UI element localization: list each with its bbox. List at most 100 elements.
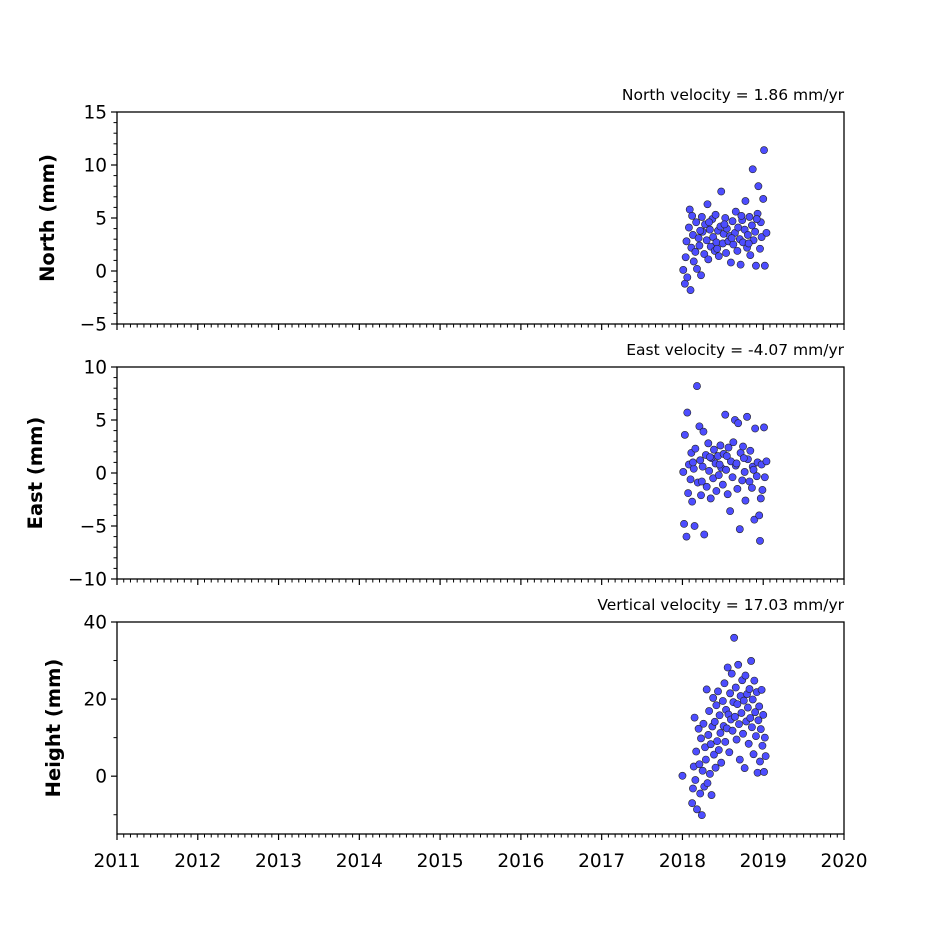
data-point: [743, 703, 752, 712]
data-point: [739, 454, 748, 463]
data-point: [741, 671, 750, 680]
data-point: [715, 711, 724, 720]
data-point: [722, 465, 730, 474]
data-point: [709, 694, 718, 702]
data-point: [707, 791, 716, 799]
data-point: [727, 234, 736, 243]
data-point: [716, 441, 725, 450]
data-point: [688, 799, 697, 808]
y-tick-label: 20: [83, 690, 107, 711]
data-point: [728, 726, 737, 735]
data-point: [689, 458, 697, 467]
data-point: [762, 457, 771, 466]
data-point: [757, 685, 766, 694]
data-point: [731, 207, 740, 216]
data-point: [706, 225, 714, 234]
data-point: [755, 511, 764, 520]
data-point: [717, 187, 726, 196]
data-point: [736, 260, 745, 269]
data-point: [686, 286, 695, 294]
data-point: [680, 519, 688, 528]
data-point: [756, 494, 765, 503]
data-point: [729, 240, 738, 249]
panel-north: North velocity = 1.86 mm/yr North (mm) −5 0…: [36, 86, 845, 336]
data-point: [718, 697, 727, 705]
data-point: [704, 731, 713, 739]
data-point: [684, 489, 692, 498]
y-tick-label: −10: [68, 570, 107, 591]
data-point: [691, 444, 700, 453]
x-tick-label: 2016: [497, 851, 544, 872]
data-point: [706, 494, 715, 503]
data-point: [760, 146, 768, 155]
data-point: [740, 468, 749, 476]
data-point: [688, 211, 697, 220]
data-point: [714, 746, 723, 754]
y-tick-label: 0: [95, 464, 107, 485]
data-point: [680, 430, 689, 439]
data-point: [704, 255, 713, 264]
data-point: [733, 246, 742, 255]
data-point: [735, 525, 744, 534]
data-point: [711, 210, 720, 219]
panel-east: East velocity = -4.07 mm/yr East (mm) −10 −…: [24, 341, 845, 591]
data-point: [705, 707, 714, 715]
x-tick-label: 2011: [93, 851, 140, 872]
data-point: [748, 221, 756, 230]
data-points: [678, 633, 770, 820]
x-tick-label: 2019: [740, 851, 787, 872]
data-point: [752, 215, 761, 223]
data-point: [739, 442, 747, 451]
data-point: [701, 755, 710, 764]
y-tick-label: −5: [80, 315, 107, 336]
data-point: [727, 258, 735, 267]
panel-title: East velocity = -4.07 mm/yr: [626, 341, 844, 359]
panel-title: Vertical velocity = 17.03 mm/yr: [597, 596, 844, 614]
data-point: [685, 223, 693, 232]
data-point: [700, 250, 709, 258]
data-point: [739, 696, 748, 705]
data-point: [714, 471, 723, 480]
data-point: [711, 763, 720, 772]
data-point: [718, 480, 727, 489]
data-point: [737, 211, 746, 220]
data-point: [746, 251, 755, 259]
data-point: [748, 483, 756, 492]
data-point: [723, 490, 732, 499]
data-point: [726, 689, 735, 698]
data-point: [729, 438, 738, 447]
y-tick-label: 10: [83, 156, 107, 177]
data-point: [697, 734, 705, 743]
data-point: [749, 750, 758, 759]
data-point: [730, 633, 739, 642]
data-point: [697, 213, 706, 221]
data-point: [723, 663, 732, 672]
data-point: [743, 412, 751, 421]
data-point: [731, 683, 740, 692]
data-points: [679, 146, 771, 294]
data-point: [753, 768, 762, 777]
data-point: [735, 720, 743, 729]
data-point: [720, 679, 729, 688]
data-point: [688, 497, 697, 506]
data-point: [712, 701, 721, 710]
y-axis-label: Height (mm): [42, 659, 65, 798]
y-axis-label: East (mm): [24, 417, 47, 530]
data-point: [686, 475, 695, 484]
data-point: [760, 261, 769, 270]
data-point: [739, 729, 747, 738]
data-point: [693, 264, 701, 273]
data-point: [705, 466, 714, 475]
data-point: [698, 766, 707, 775]
data-point: [738, 476, 747, 485]
data-point: [745, 685, 754, 693]
data-point: [693, 382, 701, 390]
data-point: [695, 760, 704, 769]
data-point: [705, 218, 714, 227]
data-point: [712, 238, 721, 247]
data-point: [721, 737, 730, 746]
data-point: [690, 713, 699, 722]
data-point: [695, 422, 704, 431]
panel-height: Vertical velocity = 17.03 mm/yr Height (m…: [42, 596, 868, 872]
y-tick-label: 5: [95, 411, 107, 432]
